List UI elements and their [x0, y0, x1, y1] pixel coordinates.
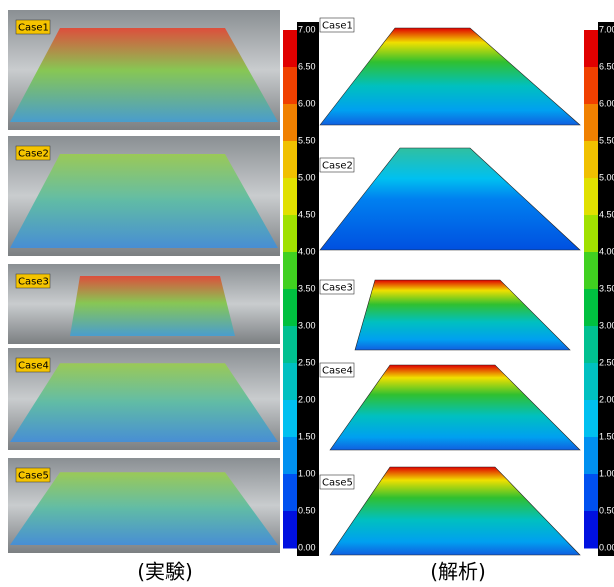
case-label: Case4 — [18, 361, 49, 372]
colorbar-band — [584, 400, 598, 438]
colorbar-tick-label: 0.50 — [298, 505, 316, 515]
colorbar-tick-label: 1.50 — [599, 431, 614, 441]
colorbar-band — [584, 437, 598, 475]
colorbar-band — [283, 511, 297, 549]
colorbar-tick-label: 1.50 — [298, 431, 316, 441]
case-label: Case2 — [322, 161, 353, 172]
caption: (解析) — [430, 560, 486, 584]
colorbar-tick-label: 0.00 — [298, 542, 316, 552]
colorbar-band — [283, 289, 297, 327]
colorbar-band — [584, 104, 598, 142]
colorbar-tick-label: 2.50 — [599, 357, 614, 367]
colorbar-band — [584, 252, 598, 290]
colorbar-tick-label: 5.00 — [298, 172, 316, 182]
case-label: Case1 — [322, 21, 353, 32]
colorbar-tick-label: 2.00 — [298, 394, 316, 404]
colorbar-band — [283, 400, 297, 438]
colorbar-band — [584, 67, 598, 105]
colorbar-band — [283, 215, 297, 253]
colorbar-tick-label: 4.50 — [599, 209, 614, 219]
colorbar-tick-label: 5.00 — [599, 172, 614, 182]
case-label: Case5 — [18, 471, 49, 482]
colorbar-tick-label: 6.50 — [599, 61, 614, 71]
colorbar-band — [283, 104, 297, 142]
case-label: Case3 — [322, 283, 353, 294]
colorbar-tick-label: 5.50 — [298, 135, 316, 145]
colorbar-tick-label: 1.00 — [298, 468, 316, 478]
colorbar-unit: % — [299, 11, 307, 21]
colorbar-tick-label: 4.00 — [599, 246, 614, 256]
colorbar-band — [283, 363, 297, 401]
colorbar-band — [584, 363, 598, 401]
colorbar-band — [283, 437, 297, 475]
measured-contour — [70, 276, 235, 336]
simulated-contour — [355, 280, 570, 350]
caption: (実験) — [137, 560, 193, 584]
colorbar-band — [584, 141, 598, 179]
colorbar-tick-label: 2.00 — [599, 394, 614, 404]
colorbar-tick-label: 2.50 — [298, 357, 316, 367]
colorbar-tick-label: 6.00 — [599, 98, 614, 108]
case-label: Case1 — [18, 23, 49, 34]
colorbar-tick-label: 3.50 — [298, 283, 316, 293]
colorbar-band — [584, 326, 598, 364]
colorbar-tick-label: 4.50 — [298, 209, 316, 219]
case-label: Case2 — [18, 149, 49, 160]
simulated-contour — [320, 148, 580, 250]
simulated-contour — [320, 28, 580, 125]
colorbar-tick-label: 5.50 — [599, 135, 614, 145]
simulated-contour — [330, 365, 580, 450]
colorbar-tick-label: 3.50 — [599, 283, 614, 293]
colorbar-tick-label: 6.00 — [298, 98, 316, 108]
colorbar-band — [283, 178, 297, 216]
colorbar-tick-label: 4.00 — [298, 246, 316, 256]
case-label: Case3 — [18, 277, 49, 288]
colorbar-band — [283, 30, 297, 68]
colorbar-tick-label: 0.50 — [599, 505, 614, 515]
case-label: Case5 — [322, 478, 353, 489]
colorbar-band — [283, 252, 297, 290]
colorbar-band — [283, 141, 297, 179]
colorbar-tick-label: 6.50 — [298, 61, 316, 71]
colorbar-band — [584, 474, 598, 512]
colorbar-band — [283, 474, 297, 512]
simulated-contour — [330, 467, 580, 555]
case-label: Case4 — [322, 366, 353, 377]
figure: Case1 Case2 Case3 Case4 Case5 Case1 Case2 Case3… — [0, 0, 614, 587]
colorbar-tick-label: 3.00 — [298, 320, 316, 330]
colorbar-band — [584, 215, 598, 253]
colorbar-tick-label: 7.00 — [298, 24, 316, 34]
colorbar-band — [584, 30, 598, 68]
colorbar-band — [584, 289, 598, 327]
page: Case1 Case2 Case3 Case4 Case5 Case1 Case2 Case3… — [0, 0, 614, 587]
colorbar-tick-label: 3.00 — [599, 320, 614, 330]
colorbar-band — [584, 178, 598, 216]
colorbar-tick-label: 7.00 — [599, 24, 614, 34]
colorbar-band — [283, 67, 297, 105]
colorbar-tick-label: 1.00 — [599, 468, 614, 478]
colorbar-tick-label: 0.00 — [599, 542, 614, 552]
colorbar-band — [283, 326, 297, 364]
colorbar-band — [584, 511, 598, 549]
